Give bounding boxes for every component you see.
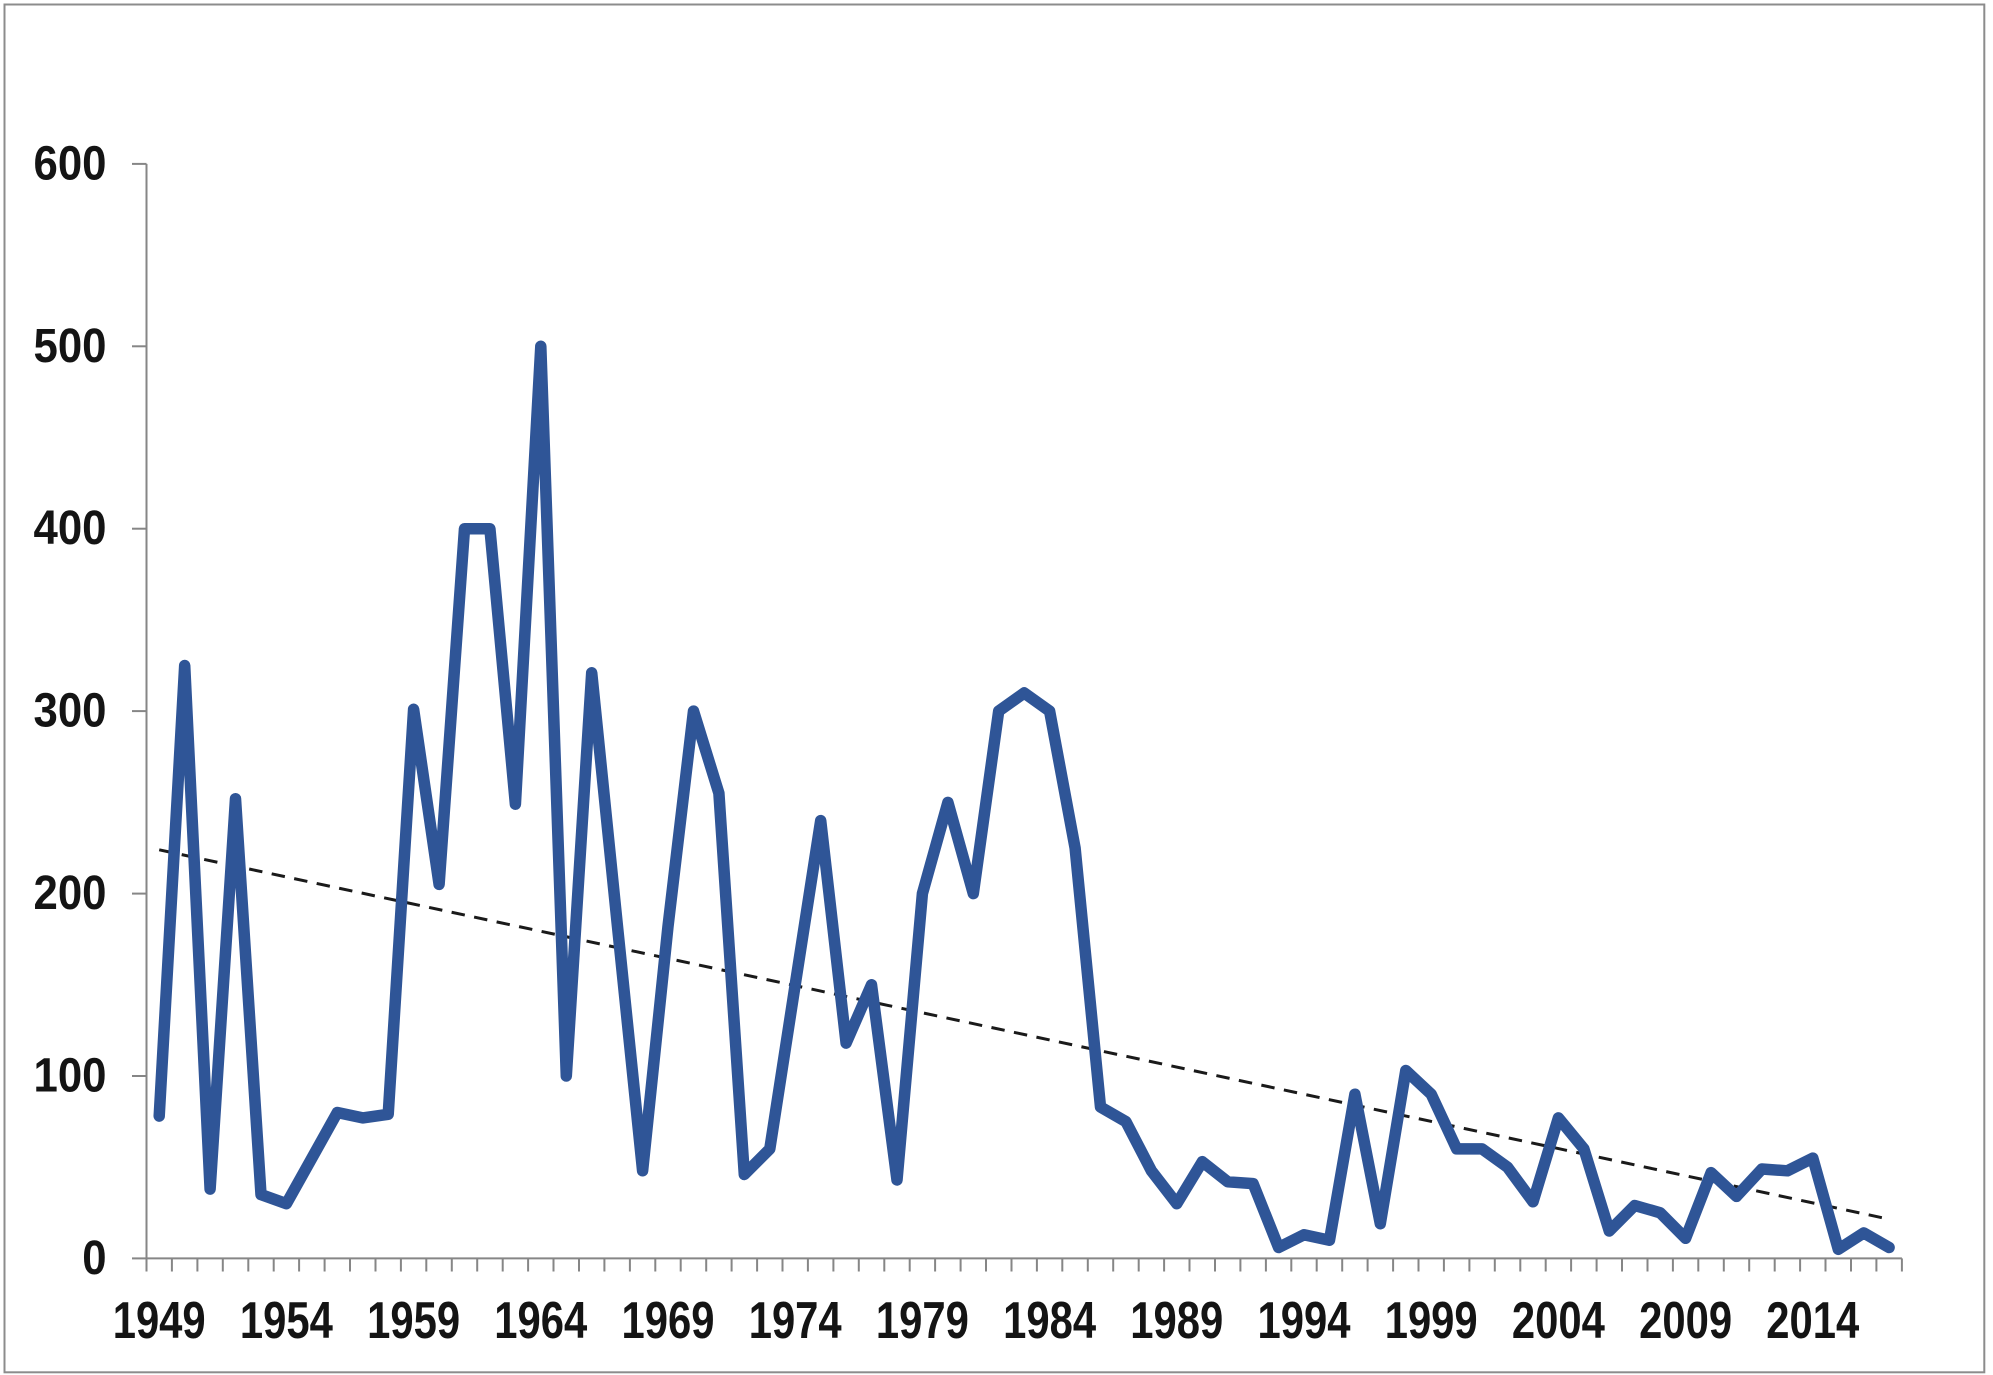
svg-text:1949: 1949 [113, 1292, 206, 1350]
svg-text:1974: 1974 [749, 1292, 842, 1350]
svg-text:600: 600 [34, 137, 107, 190]
svg-text:500: 500 [34, 320, 107, 373]
svg-text:1979: 1979 [876, 1292, 969, 1350]
svg-text:1969: 1969 [622, 1292, 715, 1350]
svg-text:2014: 2014 [1766, 1292, 1859, 1350]
svg-text:1959: 1959 [367, 1292, 460, 1350]
svg-text:1984: 1984 [1003, 1292, 1096, 1350]
svg-text:1964: 1964 [494, 1292, 587, 1350]
svg-text:1999: 1999 [1385, 1292, 1478, 1350]
svg-text:200: 200 [34, 867, 107, 920]
svg-text:2004: 2004 [1512, 1292, 1605, 1350]
svg-text:300: 300 [34, 685, 107, 738]
svg-text:100: 100 [34, 1050, 107, 1103]
svg-text:2009: 2009 [1639, 1292, 1732, 1350]
svg-text:400: 400 [34, 502, 107, 555]
svg-text:1954: 1954 [240, 1292, 333, 1350]
svg-text:1994: 1994 [1258, 1292, 1351, 1350]
svg-text:0: 0 [82, 1232, 106, 1285]
svg-text:1989: 1989 [1130, 1292, 1223, 1350]
